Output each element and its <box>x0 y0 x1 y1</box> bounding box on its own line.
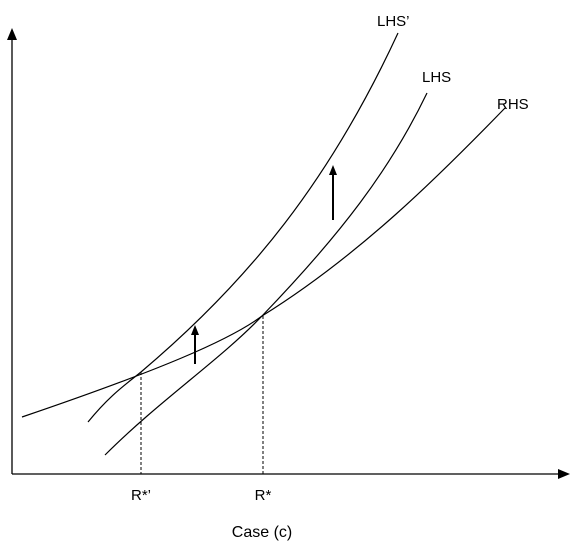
r-star-label: R* <box>255 487 272 504</box>
rhs-label: RHS <box>497 96 529 113</box>
rhs-curve <box>21 107 506 418</box>
lhs-prime-label: LHS’ <box>377 13 410 30</box>
figure-caption: Case (c) <box>232 524 292 541</box>
lhs-curve <box>104 92 428 456</box>
x-axis-arrowhead <box>558 469 570 479</box>
lhs-label: LHS <box>422 69 451 86</box>
lhs-prime-curve <box>87 32 399 423</box>
r-star-prime-label: R*’ <box>131 487 151 504</box>
y-axis-arrowhead <box>7 28 17 40</box>
